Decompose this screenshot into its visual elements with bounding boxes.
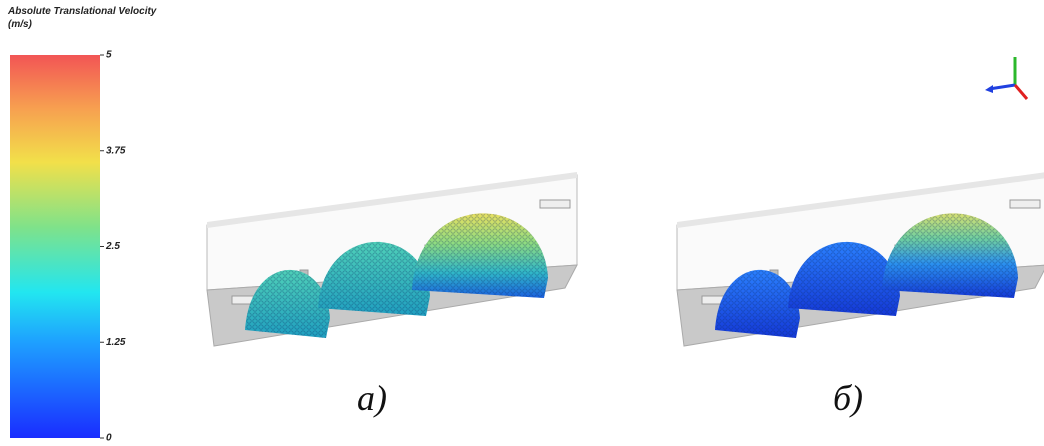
plate [540,200,570,208]
colorbar-ticks: 0 1.25 2.5 3.75 5 [100,50,126,444]
tick-label: 5 [106,50,112,61]
tick-label: 3.75 [106,145,126,156]
colorbar-unit: (m/s) [8,19,33,30]
figure: Absolute Translational Velocity (m/s) 0 1… [0,0,1044,446]
colorbar [10,55,100,438]
colorbar-title: Absolute Translational Velocity [7,6,157,17]
scene [207,172,577,346]
panel-label: a) [357,378,387,418]
panel-label: б) [833,378,863,418]
axis-triad [985,57,1027,99]
scene [677,172,1044,346]
tick-label: 2.5 [105,241,120,252]
tick-label: 1.25 [106,337,126,348]
tick-label: 0 [106,433,112,444]
plate [1010,200,1040,208]
scenes [207,172,1044,346]
